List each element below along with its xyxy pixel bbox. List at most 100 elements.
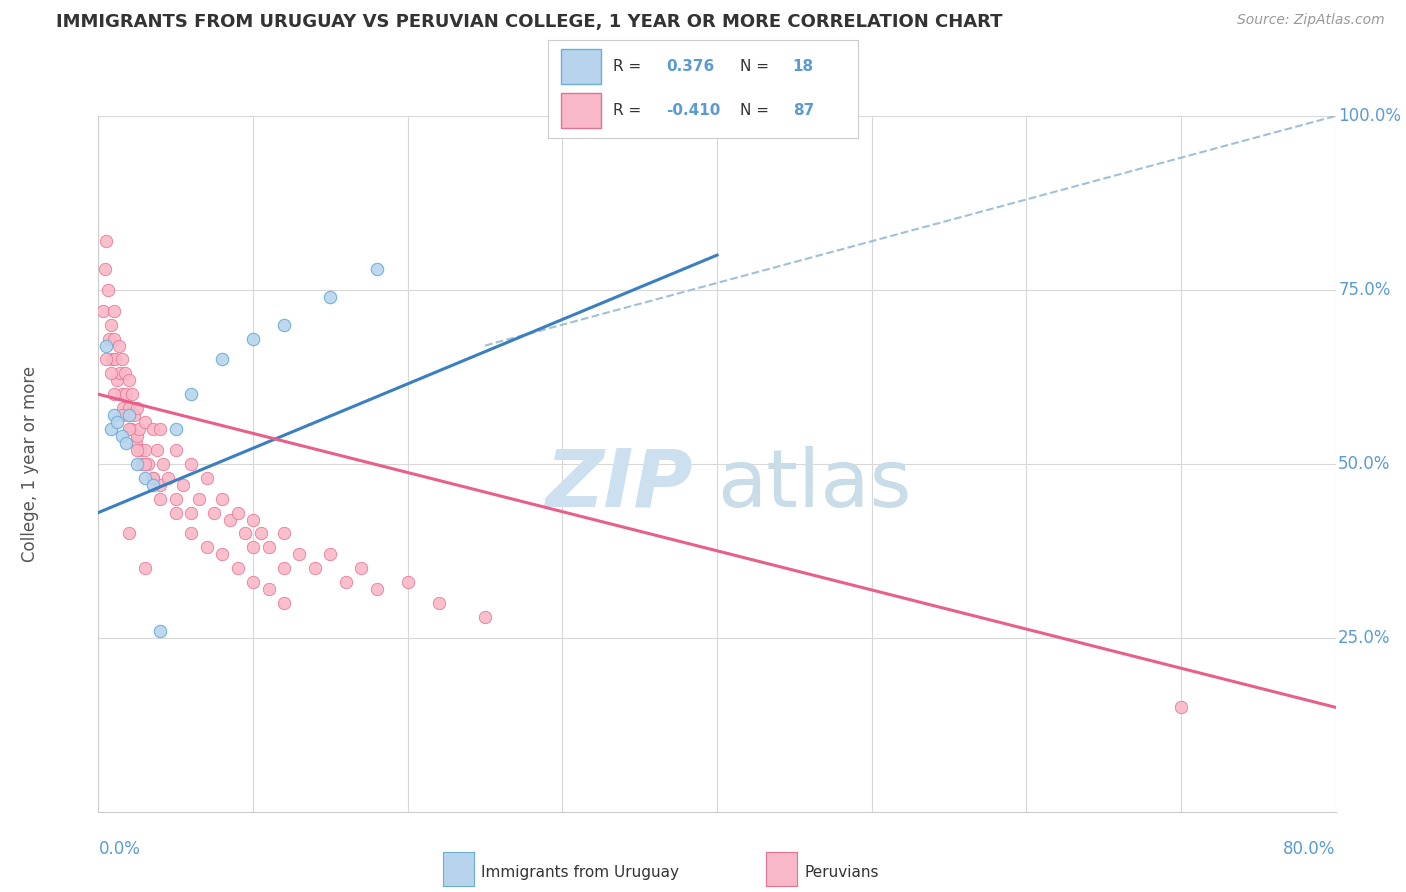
- Point: [103, 387, 125, 401]
- Point: [111, 352, 132, 367]
- Point: [127, 429, 149, 443]
- Point: [273, 596, 295, 610]
- Point: [131, 457, 153, 471]
- Point: [97, 283, 120, 297]
- Bar: [561, 93, 600, 128]
- Text: 25.0%: 25.0%: [1339, 629, 1391, 647]
- Text: 80.0%: 80.0%: [1284, 839, 1336, 857]
- Point: [104, 352, 127, 367]
- Point: [103, 303, 125, 318]
- Point: [211, 547, 233, 561]
- Point: [122, 408, 145, 422]
- Point: [273, 318, 295, 332]
- Point: [474, 610, 496, 624]
- Point: [134, 561, 156, 575]
- Point: [115, 436, 138, 450]
- Point: [165, 422, 187, 436]
- Point: [127, 457, 149, 471]
- Point: [118, 373, 141, 387]
- Point: [108, 367, 131, 381]
- Point: [141, 477, 165, 491]
- Point: [180, 457, 202, 471]
- Text: College, 1 year or more: College, 1 year or more: [21, 366, 39, 562]
- Point: [195, 471, 218, 485]
- Point: [165, 491, 187, 506]
- Point: [134, 442, 156, 457]
- Point: [118, 401, 141, 416]
- Point: [96, 234, 118, 248]
- Point: [93, 262, 115, 277]
- Text: atlas: atlas: [717, 446, 911, 524]
- Point: [111, 408, 132, 422]
- Point: [335, 575, 357, 590]
- Text: IMMIGRANTS FROM URUGUAY VS PERUVIAN COLLEGE, 1 YEAR OR MORE CORRELATION CHART: IMMIGRANTS FROM URUGUAY VS PERUVIAN COLL…: [56, 13, 1002, 31]
- Point: [105, 415, 128, 429]
- Point: [195, 541, 218, 555]
- Point: [350, 561, 373, 575]
- Text: 0.376: 0.376: [666, 59, 714, 74]
- Bar: [561, 49, 600, 85]
- Point: [134, 471, 156, 485]
- Point: [91, 303, 114, 318]
- Point: [366, 582, 388, 596]
- Point: [107, 338, 129, 352]
- Point: [111, 429, 132, 443]
- Point: [165, 506, 187, 520]
- Point: [211, 491, 233, 506]
- Point: [180, 387, 202, 401]
- Point: [149, 477, 172, 491]
- Point: [100, 367, 122, 381]
- Point: [288, 547, 311, 561]
- Point: [136, 457, 159, 471]
- Text: Immigrants from Uruguay: Immigrants from Uruguay: [481, 865, 679, 880]
- Point: [127, 401, 149, 416]
- Point: [128, 422, 150, 436]
- Point: [141, 471, 165, 485]
- Point: [1170, 700, 1192, 714]
- Point: [204, 506, 226, 520]
- Point: [319, 547, 342, 561]
- Point: [96, 338, 118, 352]
- Text: 87: 87: [793, 103, 814, 119]
- Point: [146, 442, 169, 457]
- Point: [427, 596, 450, 610]
- Text: Peruvians: Peruvians: [804, 865, 879, 880]
- Point: [114, 367, 136, 381]
- Point: [121, 387, 143, 401]
- Point: [134, 457, 156, 471]
- Text: 50.0%: 50.0%: [1339, 455, 1391, 473]
- Point: [141, 422, 165, 436]
- Point: [211, 352, 233, 367]
- Point: [111, 387, 132, 401]
- Point: [98, 332, 121, 346]
- Text: Source: ZipAtlas.com: Source: ZipAtlas.com: [1237, 13, 1385, 28]
- Text: ZIP: ZIP: [546, 446, 692, 524]
- Point: [100, 422, 122, 436]
- Point: [180, 526, 202, 541]
- Point: [112, 401, 135, 416]
- Text: 0.0%: 0.0%: [98, 839, 141, 857]
- Point: [134, 415, 156, 429]
- Point: [304, 561, 326, 575]
- Point: [117, 408, 139, 422]
- Point: [149, 491, 172, 506]
- Text: N =: N =: [740, 103, 769, 119]
- Text: N =: N =: [740, 59, 769, 74]
- Point: [396, 575, 419, 590]
- Point: [127, 442, 149, 457]
- Point: [250, 526, 273, 541]
- Point: [219, 512, 242, 526]
- Point: [242, 541, 264, 555]
- Point: [319, 290, 342, 304]
- Point: [129, 442, 152, 457]
- Point: [226, 506, 249, 520]
- Point: [242, 575, 264, 590]
- Text: 100.0%: 100.0%: [1339, 107, 1402, 125]
- Point: [103, 408, 125, 422]
- Point: [103, 332, 125, 346]
- Point: [242, 512, 264, 526]
- Point: [149, 422, 172, 436]
- Point: [118, 408, 141, 422]
- Point: [165, 442, 187, 457]
- Point: [226, 561, 249, 575]
